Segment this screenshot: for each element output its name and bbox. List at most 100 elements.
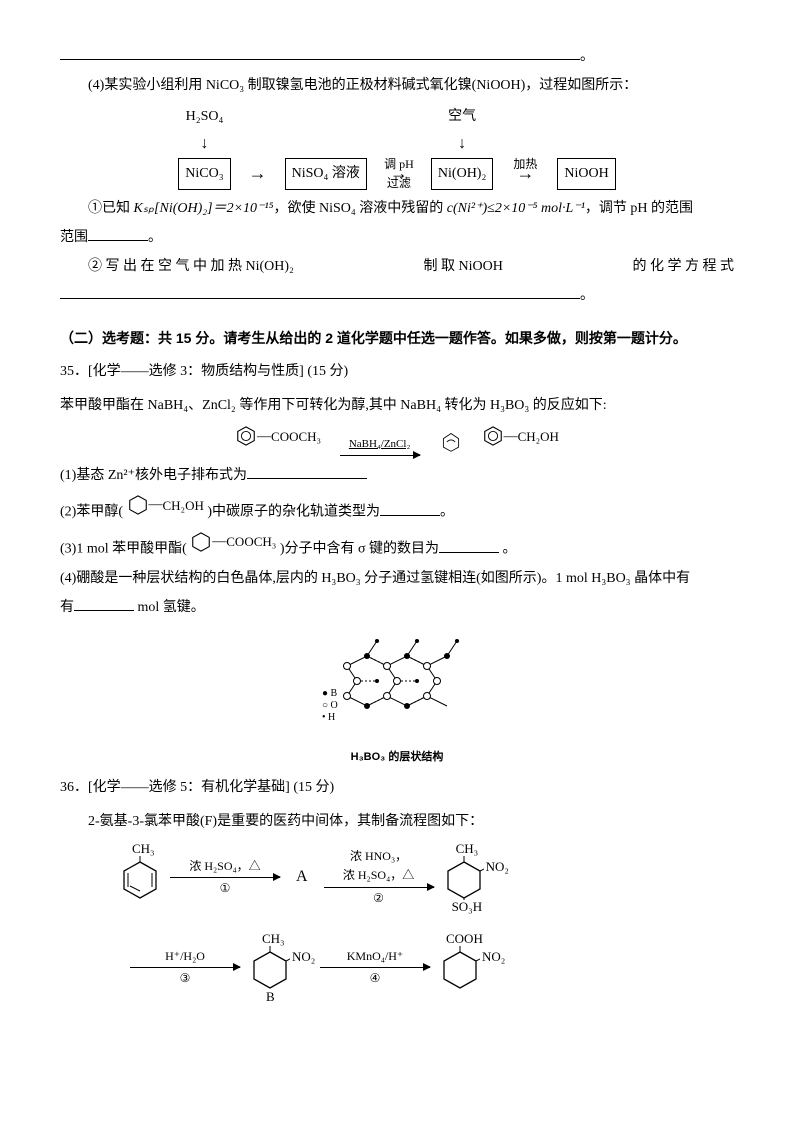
q35-2: (2)苯甲醇( —CH₂OH )中碳原子的杂化轨道类型为。 <box>60 492 734 525</box>
intermediate-icon <box>438 431 464 457</box>
sub-ch3: CH₃ <box>456 842 479 855</box>
sub-ch3: CH₃ <box>262 932 285 945</box>
sub-no2: NO₂ <box>486 860 509 873</box>
q35-intro: 苯甲酸甲酯在 NaBH₄、ZnCl₂ 等作用下可转化为醇,其中 NaBH₄ 转化… <box>60 393 734 418</box>
q36-row1: CH₃ 浓 H₂SO₄，△ ① A 浓 HNO₃， 浓 H₂SO₄，△ ② CH… <box>120 846 734 910</box>
blank <box>74 596 134 611</box>
benzene-icon <box>120 856 160 900</box>
benzene-icon <box>482 425 504 447</box>
step3-num: ③ <box>180 968 191 990</box>
mol-ester: —COOCH₃ <box>235 424 321 449</box>
period: 。 <box>580 49 594 64</box>
q4-2: ② 写 出 在 空 气 中 加 热 Ni(OH)₂ 制 取 NiOOH 的 化 … <box>60 254 734 279</box>
sub-so3h: SO₃H <box>452 900 483 913</box>
rxn35: —COOCH₃ NaBH₄/ZnCl₂ —CH₂OH <box>60 424 734 457</box>
arrow2-bot: 过滤 <box>369 173 429 195</box>
benzene-icon <box>235 425 257 447</box>
benzene-icon <box>250 946 290 990</box>
benzene-icon <box>444 856 484 900</box>
legend-b-text: ● B <box>322 688 338 699</box>
arrow-step1: 浓 H₂SO₄，△ ① <box>170 856 280 900</box>
blank <box>88 226 148 241</box>
step2-top1: 浓 HNO₃， <box>350 846 407 868</box>
box-niso4: NiSO₄ 溶液 <box>285 158 367 189</box>
mol-B: CH₃ NO₂ B <box>250 946 290 990</box>
h3bo3-structure: ● B ○ O • H <box>317 626 477 736</box>
q4-1-line2: 范围。 <box>60 225 734 250</box>
blank <box>60 45 580 60</box>
q4-1-end: 。 <box>148 230 162 245</box>
q4-1-a: ①已知 <box>88 201 134 216</box>
down-arrow-2 <box>458 130 466 159</box>
q4-1: ①已知 Kₛₚ[Ni(OH)₂]＝2×10⁻¹⁵，欲使 NiSO₄ 溶液中残留的… <box>60 196 734 221</box>
q4-1-b: ，欲使 NiSO₄ 溶液中残留的 <box>274 201 447 216</box>
q36-title: 36．[化学——选修 5：有机化学基础] (15 分) <box>60 775 734 800</box>
q35-2a: (2)苯甲醇( <box>60 505 127 520</box>
sub-ch2oh: CH₂OH <box>518 430 559 443</box>
struct-caption: H₃BO₃ 的层状结构 <box>60 748 734 768</box>
arrow3-top: 加热 <box>495 154 555 176</box>
q4-2-blank: 。 <box>60 283 734 308</box>
mol-product2: COOH NO₂ <box>440 946 480 990</box>
step2-top2: 浓 H₂SO₄，△ <box>343 865 414 887</box>
flow-diagram: H₂SO₄ NiCO₃ NiSO₄ 溶液 调 pH 过滤 空气 Ni(OH)₂ … <box>60 104 734 189</box>
box-niooh: NiOOH <box>557 158 615 189</box>
arrow-2: 调 pH 过滤 <box>369 157 429 189</box>
blank <box>439 538 499 553</box>
sub-cooh: COOH <box>446 932 483 945</box>
q4-2-b: 制 取 NiOOH <box>396 254 503 279</box>
section2-header: （二）选考题：共 15 分。请考生从给出的 2 道化学题中任选一题作答。如果多做… <box>60 326 734 351</box>
q4-1-ksp: Kₛₚ[Ni(OH)₂]＝2×10⁻¹⁵ <box>134 201 274 216</box>
arrow-1 <box>233 157 283 189</box>
box-nico3: NiCO₃ <box>178 158 230 189</box>
q35-4: (4)硼酸是一种层状结构的白色晶体,层内的 H₃BO₃ 分子通过氢键相连(如图所… <box>60 566 734 591</box>
q35-2b: )中碳原子的杂化轨道类型为 <box>204 505 380 520</box>
benzene-icon <box>440 946 480 990</box>
q4-2-end: 。 <box>580 288 594 303</box>
legend-o-text: ○ O <box>322 700 338 711</box>
q36-intro: 2-氨基-3-氯苯甲酸(F)是重要的医药中间体，其制备流程图如下： <box>60 809 734 834</box>
q35-1-text: (1)基态 Zn²⁺核外电子排布式为 <box>60 468 247 483</box>
sub-ch3: CH₃ <box>132 842 155 855</box>
q35-3end: 。 <box>499 542 517 557</box>
air-label: 空气 <box>448 104 476 129</box>
mol-alcohol: —CH₂OH <box>482 424 559 449</box>
rxn35-arrow: NaBH₄/ZnCl₂ <box>335 435 425 456</box>
q4-1-c: c(Ni²⁺)≤2×10⁻⁵ mol·L⁻¹ <box>447 201 585 216</box>
sub-cooch3: COOCH₃ <box>271 430 321 443</box>
step1-top: 浓 H₂SO₄，△ <box>189 856 260 878</box>
blank <box>60 284 580 299</box>
down-arrow <box>200 130 208 159</box>
mol-toluene: CH₃ <box>120 856 160 900</box>
blank <box>247 464 367 479</box>
q4-2-a: ② 写 出 在 空 气 中 加 热 Ni(OH)₂ <box>60 254 294 279</box>
step2-num: ② <box>373 888 384 910</box>
arrow-step2: 浓 HNO₃， 浓 H₂SO₄，△ ② <box>324 846 434 910</box>
arrow-step3: H⁺/H₂O ③ <box>130 946 240 990</box>
h2so4-label: H₂SO₄ <box>186 104 224 129</box>
q35-3b: )分子中含有 σ 键的数目为 <box>276 542 439 557</box>
q35-4a: (4)硼酸是一种层状结构的白色晶体,层内的 H₃BO₃ 分子通过氢键相连(如图所… <box>60 571 690 586</box>
step3-top: H⁺/H₂O <box>165 946 205 968</box>
q4-2-c: 的 化 学 方 程 式 <box>605 254 735 279</box>
q35-4b-line: 有 mol 氢键。 <box>60 595 734 620</box>
h3bo3-figure: ● B ○ O • H H₃BO₃ 的层状结构 <box>60 626 734 767</box>
benzene-icon <box>127 494 149 516</box>
sub: COOCH₃ <box>226 535 276 548</box>
mol-product1: CH₃ NO₂ SO₃H <box>444 856 484 900</box>
benzene-icon <box>190 531 212 553</box>
rxn35-cond: NaBH₄/ZnCl₂ <box>349 435 410 455</box>
arrow-step4: KMnO₄/H⁺ ④ <box>320 946 430 990</box>
legend-h-text: • H <box>322 712 335 723</box>
sub-no2: NO₂ <box>292 950 315 963</box>
q4-intro: (4)某实验小组利用 NiCO₃ 制取镍氢电池的正极材料碱式氧化镍(NiOOH)… <box>60 73 734 98</box>
q35-1: (1)基态 Zn²⁺核外电子排布式为 <box>60 463 734 488</box>
q35-3: (3)1 mol 苯甲酸甲酯( —COOCH₃ )分子中含有 σ 键的数目为 。 <box>60 529 734 562</box>
q36-row2: H⁺/H₂O ③ CH₃ NO₂ B KMnO₄/H⁺ ④ COOH NO₂ <box>120 946 734 990</box>
label-B: B <box>266 990 275 1003</box>
q35-4b: mol 氢键。 <box>134 600 205 615</box>
q35-title: 35．[化学——选修 3：物质结构与性质] (15 分) <box>60 359 734 384</box>
q35-3a: (3)1 mol 苯甲酸甲酯( <box>60 542 190 557</box>
q35-2end: 。 <box>440 505 454 520</box>
blank <box>380 501 440 516</box>
